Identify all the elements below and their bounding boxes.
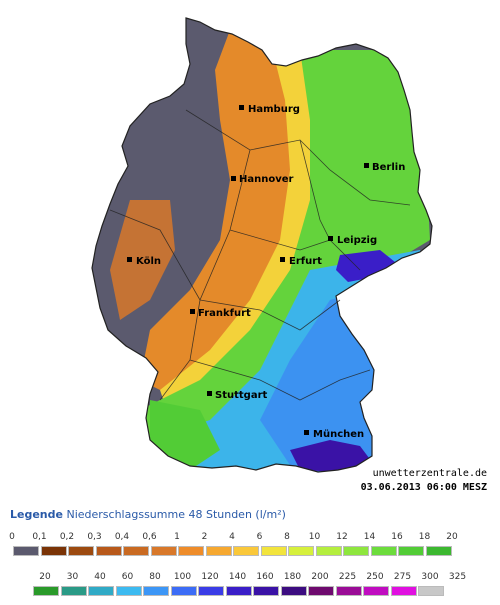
city-marker-frankfurt bbox=[190, 309, 195, 314]
legend-swatch bbox=[150, 546, 177, 556]
city-marker-muenchen bbox=[304, 430, 309, 435]
legend-tick: 300 bbox=[421, 572, 439, 582]
legend-swatch bbox=[363, 586, 389, 596]
legend-tick: 250 bbox=[366, 572, 384, 582]
legend-tick: 275 bbox=[393, 572, 412, 582]
legend-row2-swatches bbox=[0, 586, 500, 596]
legend-tick: 160 bbox=[256, 572, 274, 582]
city-label-hamburg: Hamburg bbox=[248, 104, 300, 115]
legend-tick: 0,4 bbox=[114, 532, 130, 542]
legend-swatch bbox=[315, 546, 342, 556]
legend-swatch bbox=[253, 586, 279, 596]
map-credit: unwetterzentrale.de bbox=[373, 468, 487, 479]
legend-swatch bbox=[143, 586, 169, 596]
legend-tick: 225 bbox=[338, 572, 357, 582]
city-label-erfurt: Erfurt bbox=[289, 256, 322, 267]
legend-swatch bbox=[68, 546, 94, 556]
legend-tick: 12 bbox=[336, 532, 348, 542]
legend-swatch bbox=[288, 546, 314, 556]
legend-swatch bbox=[198, 586, 224, 596]
legend-tick: 14 bbox=[363, 532, 376, 542]
legend-tick: 0 bbox=[9, 532, 15, 542]
legend-tick: 16 bbox=[391, 532, 403, 542]
legend-swatch bbox=[335, 586, 362, 596]
legend-tick: 0,3 bbox=[87, 532, 102, 542]
legend-tick: 120 bbox=[201, 572, 219, 582]
city-label-koeln: Köln bbox=[136, 256, 161, 267]
city-label-berlin: Berlin bbox=[372, 162, 405, 173]
legend-swatch bbox=[33, 586, 59, 596]
legend-unit: (l/m²) bbox=[255, 508, 286, 521]
legend-tick: 325 bbox=[448, 572, 467, 582]
city-marker-berlin bbox=[364, 163, 369, 168]
legend: Legende Niederschlagssumme 48 Stunden (l… bbox=[0, 508, 500, 605]
city-marker-koeln bbox=[127, 257, 132, 262]
legend-tick: 10 bbox=[308, 532, 321, 542]
legend-swatch bbox=[233, 546, 259, 556]
legend-title: Legende bbox=[10, 508, 63, 521]
legend-row2-ticks: 20 30 40 60 80 100 120 140 160 180 200 225 250 275 300… bbox=[0, 572, 500, 584]
legend-row1-swatches bbox=[0, 546, 500, 556]
legend-tick: 20 bbox=[446, 532, 458, 542]
map-timestamp: 03.06.2013 06:00 MESZ bbox=[361, 482, 487, 493]
legend-swatch bbox=[123, 546, 149, 556]
legend-subtitle: Niederschlagssumme 48 Stunden bbox=[66, 508, 252, 521]
city-marker-erfurt bbox=[280, 257, 285, 262]
city-marker-leipzig bbox=[328, 236, 333, 241]
city-marker-stuttgart bbox=[207, 391, 212, 396]
city-label-muenchen: München bbox=[313, 429, 364, 440]
legend-swatch bbox=[280, 586, 307, 596]
city-label-leipzig: Leipzig bbox=[337, 235, 377, 246]
legend-tick: 80 bbox=[149, 572, 161, 582]
legend-tick: 0,2 bbox=[59, 532, 75, 542]
legend-tick: 0,6 bbox=[142, 532, 157, 542]
legend-tick: 60 bbox=[121, 572, 134, 582]
legend-tick: 2 bbox=[201, 532, 208, 542]
legend-title-line: Legende Niederschlagssumme 48 Stunden (l… bbox=[10, 508, 286, 521]
legend-swatch bbox=[308, 586, 334, 596]
city-marker-hannover bbox=[231, 176, 236, 181]
legend-tick: 18 bbox=[418, 532, 431, 542]
legend-swatch bbox=[178, 546, 204, 556]
legend-swatch bbox=[115, 586, 142, 596]
legend-tick: 100 bbox=[173, 572, 192, 582]
legend-swatch bbox=[60, 586, 87, 596]
legend-swatch bbox=[225, 586, 252, 596]
precipitation-map: Hamburg Berlin Hannover Leipzig Köln Erf… bbox=[91, 17, 487, 493]
city-label-stuttgart: Stuttgart bbox=[215, 390, 268, 401]
city-markers bbox=[127, 105, 369, 435]
legend-swatch bbox=[425, 546, 452, 556]
legend-tick: 0,1 bbox=[32, 532, 47, 542]
legend-swatch bbox=[13, 546, 39, 556]
legend-swatch bbox=[343, 546, 369, 556]
legend-tick: 8 bbox=[284, 532, 290, 542]
legend-tick: 20 bbox=[39, 572, 51, 582]
legend-swatch bbox=[390, 586, 417, 596]
legend-swatch bbox=[398, 546, 424, 556]
legend-tick: 200 bbox=[311, 572, 329, 582]
legend-tick: 6 bbox=[256, 532, 263, 542]
legend-swatch bbox=[418, 586, 444, 596]
legend-swatch bbox=[88, 586, 114, 596]
legend-swatch bbox=[260, 546, 287, 556]
legend-swatch bbox=[95, 546, 122, 556]
legend-swatch bbox=[205, 546, 232, 556]
city-labels: Hamburg Berlin Hannover Leipzig Köln Erf… bbox=[136, 104, 405, 440]
legend-row1-ticks: 0 0,1 0,2 0,3 0,4 0,6 1 2 4 6 8 10 12 14 16 18 20 bbox=[0, 532, 500, 544]
city-label-frankfurt: Frankfurt bbox=[198, 308, 251, 319]
legend-swatch bbox=[40, 546, 67, 556]
city-marker-hamburg bbox=[239, 105, 244, 110]
legend-tick: 140 bbox=[228, 572, 247, 582]
legend-swatch bbox=[170, 586, 197, 596]
legend-tick: 30 bbox=[66, 572, 79, 582]
legend-tick: 4 bbox=[229, 532, 235, 542]
legend-tick: 180 bbox=[283, 572, 302, 582]
city-label-hannover: Hannover bbox=[239, 174, 294, 185]
legend-tick: 40 bbox=[94, 572, 106, 582]
legend-swatch bbox=[370, 546, 397, 556]
legend-tick: 1 bbox=[174, 532, 180, 542]
